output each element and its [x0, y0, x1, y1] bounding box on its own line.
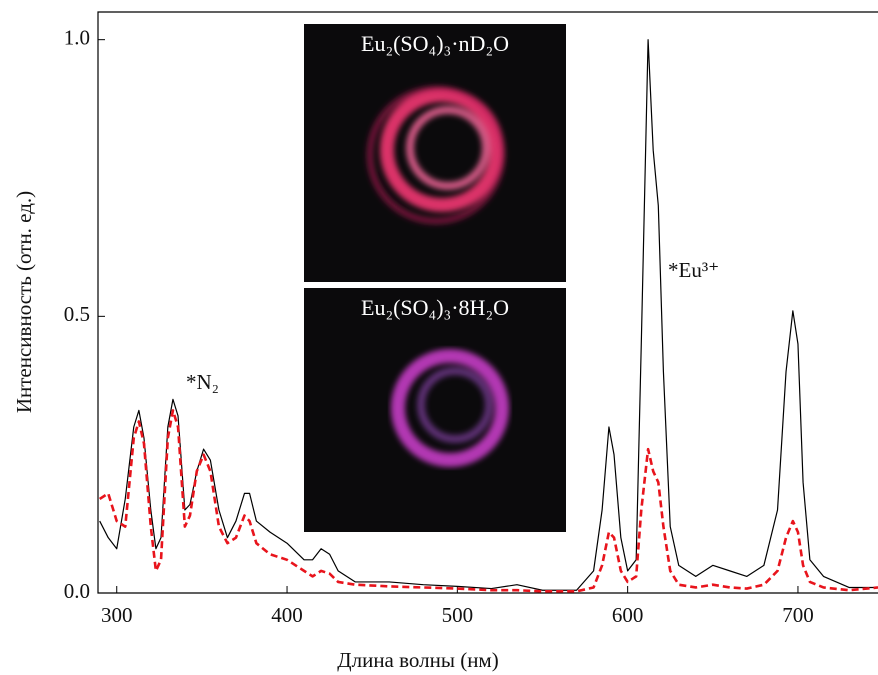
x-tick-label: 500 — [442, 603, 474, 627]
insets: Eu₂(SO₄)₃·nD₂O Eu₂(SO₄)₃·8H₂O — [304, 24, 566, 532]
ring-glow — [367, 86, 505, 224]
annotation: *Eu³⁺ — [668, 258, 719, 282]
inset-photo — [304, 288, 566, 532]
inset-photo — [304, 24, 566, 282]
spectrum-line — [98, 409, 878, 593]
inset-label: Eu₂(SO₄)₃·8H₂O — [361, 295, 509, 320]
annotation: *N₂ — [186, 370, 219, 394]
x-tick-label: 300 — [101, 603, 133, 627]
y-tick-label: 1.0 — [64, 25, 90, 49]
x-axis-label: Длина волны (нм) — [337, 648, 498, 672]
axis-frame — [97, 11, 878, 594]
axes: 300 400 500 600 700 0.0 0.5 1.0 — [64, 11, 878, 627]
x-tick-label: 600 — [612, 603, 644, 627]
y-tick-label: 0.5 — [64, 302, 90, 326]
y-tick-label: 0.0 — [64, 579, 90, 603]
x-tick-label: 400 — [271, 603, 303, 627]
x-tick-label: 700 — [782, 603, 814, 627]
plot-area — [98, 39, 878, 593]
ring-glow — [391, 349, 509, 467]
y-axis-label: Интенсивность (отн. ед.) — [12, 191, 36, 413]
inset-label: Eu₂(SO₄)₃·nD₂O — [361, 31, 509, 56]
spectrum-line — [99, 39, 878, 591]
